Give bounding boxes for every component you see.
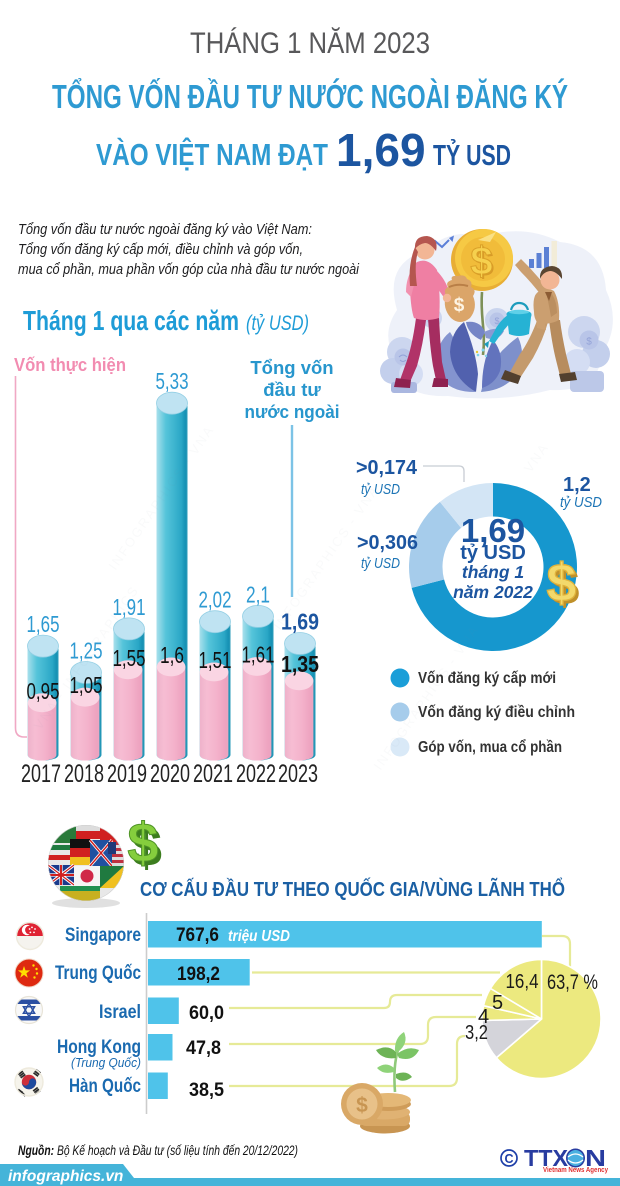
svg-text:VÀO VIỆT NAM ĐẠT: VÀO VIỆT NAM ĐẠT bbox=[96, 136, 328, 172]
svg-text:Vốn đăng ký cấp mới: Vốn đăng ký cấp mới bbox=[418, 670, 556, 687]
svg-text:2,1: 2,1 bbox=[246, 581, 270, 607]
svg-text:>0,174: >0,174 bbox=[356, 457, 418, 479]
svg-text:$: $ bbox=[127, 811, 158, 874]
svg-text:Nguồn: Bộ Kế hoạch và Đầu tư (: Nguồn: Bộ Kế hoạch và Đầu tư (số liệu tí… bbox=[18, 1143, 298, 1158]
svg-text:$: $ bbox=[470, 240, 492, 284]
svg-text:(Trung Quốc): (Trung Quốc) bbox=[71, 1055, 141, 1070]
svg-text:2023: 2023 bbox=[278, 760, 318, 788]
svg-text:Góp vốn, mua cổ phần: Góp vốn, mua cổ phần bbox=[418, 738, 562, 756]
svg-text:3,2: 3,2 bbox=[465, 1022, 488, 1044]
svg-text:1,55: 1,55 bbox=[113, 645, 146, 671]
svg-text:Tổng vốn đăng ký cấp mới, điều: Tổng vốn đăng ký cấp mới, điều chỉnh và … bbox=[18, 241, 303, 258]
svg-text:C: C bbox=[504, 1152, 513, 1166]
svg-text:VNA: VNA bbox=[521, 440, 552, 475]
svg-text:(tỷ USD): (tỷ USD) bbox=[246, 312, 309, 335]
svg-text:mua cổ phần, mua phần vốn góp: mua cổ phần, mua phần vốn góp của nhà đầ… bbox=[18, 261, 360, 278]
svg-text:2017: 2017 bbox=[21, 760, 61, 788]
svg-text:Hong Kong: Hong Kong bbox=[57, 1037, 141, 1058]
svg-text:$: $ bbox=[546, 553, 576, 613]
svg-text:Vốn đăng ký điều chỉnh: Vốn đăng ký điều chỉnh bbox=[418, 704, 575, 721]
svg-text:1,69: 1,69 bbox=[281, 609, 319, 635]
svg-text:Vietnam News Agency: Vietnam News Agency bbox=[543, 1167, 608, 1174]
svg-text:đầu tư: đầu tư bbox=[263, 379, 321, 400]
svg-text:năm 2022: năm 2022 bbox=[453, 582, 533, 602]
svg-text:1,05: 1,05 bbox=[70, 672, 103, 698]
svg-text:1,35: 1,35 bbox=[281, 651, 319, 677]
svg-text:2020: 2020 bbox=[150, 760, 190, 788]
svg-text:1,65: 1,65 bbox=[27, 611, 60, 637]
svg-text:Tổng vốn đầu tư nước ngoài đăn: Tổng vốn đầu tư nước ngoài đăng ký vào V… bbox=[18, 221, 312, 238]
svg-text:198,2: 198,2 bbox=[177, 963, 220, 985]
svg-text:Tổng vốn: Tổng vốn bbox=[250, 357, 333, 378]
svg-text:TỶ USD: TỶ USD bbox=[433, 138, 511, 172]
svg-text:Hàn Quốc: Hàn Quốc bbox=[69, 1076, 141, 1097]
svg-text:$: $ bbox=[454, 295, 465, 316]
svg-text:1,69: 1,69 bbox=[461, 512, 525, 549]
svg-text:tỷ USD: tỷ USD bbox=[560, 494, 602, 511]
svg-text:THÁNG 1 NĂM 2023: THÁNG 1 NĂM 2023 bbox=[190, 27, 430, 60]
svg-text:Singapore: Singapore bbox=[65, 925, 141, 946]
svg-text:N: N bbox=[585, 1145, 606, 1171]
svg-text:2,02: 2,02 bbox=[199, 587, 232, 613]
svg-text:1,2: 1,2 bbox=[563, 474, 591, 496]
svg-text:47,8: 47,8 bbox=[186, 1037, 221, 1059]
svg-text:Tháng 1 qua các năm: Tháng 1 qua các năm bbox=[23, 305, 239, 336]
svg-text:2019: 2019 bbox=[107, 760, 147, 788]
svg-text:1,61: 1,61 bbox=[242, 642, 275, 668]
svg-text:$: $ bbox=[549, 556, 579, 616]
svg-text:TTX: TTX bbox=[524, 1145, 569, 1171]
svg-text:16,4: 16,4 bbox=[506, 971, 539, 993]
svg-text:1,69: 1,69 bbox=[336, 124, 426, 176]
svg-text:$: $ bbox=[472, 241, 494, 285]
svg-text:60,0: 60,0 bbox=[189, 1002, 224, 1024]
svg-text:tỷ USD: tỷ USD bbox=[361, 481, 400, 498]
svg-text:2018: 2018 bbox=[64, 760, 104, 788]
svg-text:63,7 %: 63,7 % bbox=[547, 971, 598, 994]
svg-text:2021: 2021 bbox=[193, 760, 233, 788]
svg-text:$: $ bbox=[494, 316, 499, 326]
svg-text:$: $ bbox=[356, 1094, 368, 1117]
svg-text:5: 5 bbox=[492, 992, 503, 1014]
svg-text:1,91: 1,91 bbox=[113, 594, 146, 620]
svg-text:38,5: 38,5 bbox=[189, 1079, 224, 1101]
svg-text:1,6: 1,6 bbox=[160, 642, 184, 668]
svg-text:tháng 1: tháng 1 bbox=[462, 562, 524, 582]
svg-text:CƠ CẤU ĐẦU TƯ THEO QUỐC GIA/VÙ: CƠ CẤU ĐẦU TƯ THEO QUỐC GIA/VÙNG LÃNH TH… bbox=[140, 877, 565, 901]
svg-text:Vốn thực hiện: Vốn thực hiện bbox=[14, 354, 126, 375]
svg-text:0,95: 0,95 bbox=[27, 678, 60, 704]
svg-text:nước ngoài: nước ngoài bbox=[245, 401, 340, 422]
svg-text:$: $ bbox=[131, 815, 162, 878]
svg-text:tỷ USD: tỷ USD bbox=[460, 542, 526, 564]
svg-text:2022: 2022 bbox=[236, 760, 276, 788]
svg-text:767,6: 767,6 bbox=[176, 924, 219, 946]
svg-text:triệu USD: triệu USD bbox=[228, 928, 290, 945]
svg-text:tỷ USD: tỷ USD bbox=[361, 555, 400, 572]
svg-text:Trung Quốc: Trung Quốc bbox=[55, 963, 141, 984]
svg-text:>0,306: >0,306 bbox=[357, 532, 418, 554]
svg-text:infographics.vn: infographics.vn bbox=[8, 1168, 123, 1185]
svg-text:1,25: 1,25 bbox=[70, 638, 103, 664]
svg-text:Israel: Israel bbox=[99, 1002, 141, 1023]
svg-text:4: 4 bbox=[478, 1006, 489, 1028]
svg-text:5,33: 5,33 bbox=[156, 368, 189, 394]
svg-text:TỔNG VỐN ĐẦU TƯ NƯỚC NGOÀI ĐĂN: TỔNG VỐN ĐẦU TƯ NƯỚC NGOÀI ĐĂNG KÝ bbox=[52, 77, 568, 115]
svg-text:1,51: 1,51 bbox=[199, 647, 232, 673]
svg-text:$: $ bbox=[586, 337, 592, 348]
